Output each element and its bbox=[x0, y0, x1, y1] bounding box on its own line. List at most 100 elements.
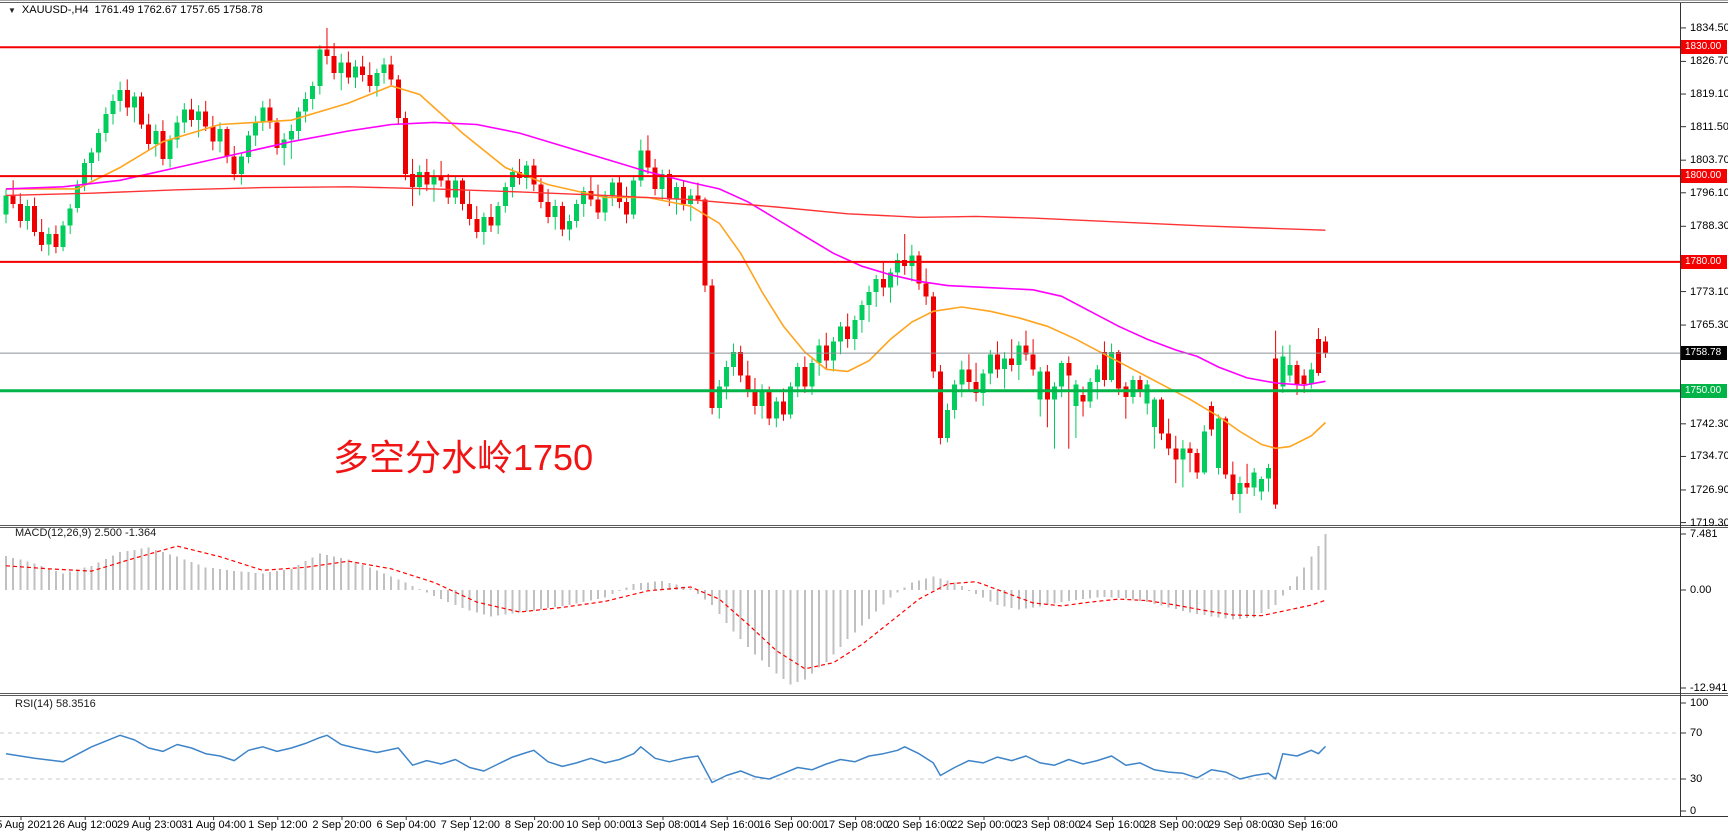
candle-bullish bbox=[374, 73, 380, 86]
candle-bullish bbox=[788, 386, 794, 415]
price-tick-label: 1742.30 bbox=[1690, 417, 1728, 430]
candle-bearish bbox=[1301, 375, 1307, 384]
time-tick-label: 16 Sep 00:00 bbox=[758, 819, 825, 831]
macd-histogram-bar bbox=[1153, 590, 1156, 604]
macd-histogram-bar bbox=[939, 578, 942, 590]
macd-histogram-bar bbox=[803, 590, 806, 680]
candle-bearish bbox=[645, 150, 651, 168]
macd-histogram-bar bbox=[646, 582, 649, 590]
time-tick-label: 24 Sep 16:00 bbox=[1079, 819, 1146, 831]
macd-histogram-bar bbox=[846, 590, 849, 640]
macd-histogram-bar bbox=[54, 570, 57, 590]
macd-histogram-bar bbox=[1124, 590, 1127, 599]
macd-histogram-bar bbox=[796, 590, 799, 682]
macd-histogram-bar bbox=[482, 590, 485, 615]
candle-bearish bbox=[937, 371, 943, 438]
macd-histogram-bar bbox=[711, 590, 714, 606]
macd-histogram-bar bbox=[1174, 590, 1177, 610]
macd-histogram-bar bbox=[875, 590, 878, 612]
macd-indicator-label: MACD(12,26,9) 2.500 -1.364 bbox=[15, 527, 157, 539]
macd-histogram-bar bbox=[696, 590, 699, 594]
candle-bullish bbox=[3, 195, 9, 215]
macd-histogram-bar bbox=[768, 590, 771, 667]
candle-bearish bbox=[802, 367, 808, 387]
macd-histogram-bar bbox=[1210, 590, 1213, 617]
candle-bullish bbox=[417, 171, 423, 187]
macd-histogram-bar bbox=[1160, 590, 1163, 606]
macd-histogram-bar bbox=[233, 571, 236, 590]
candle-bearish bbox=[1080, 395, 1086, 402]
candle-bullish bbox=[838, 326, 843, 342]
macd-histogram-bar bbox=[340, 558, 343, 590]
candle-bullish bbox=[1308, 369, 1314, 384]
macd-histogram-bar bbox=[918, 580, 920, 590]
macd-histogram-bar bbox=[361, 565, 364, 590]
candle-bullish bbox=[795, 367, 801, 387]
macd-histogram-bar bbox=[318, 553, 321, 590]
candle-bullish bbox=[246, 135, 251, 157]
macd-histogram-bar bbox=[197, 564, 200, 590]
candle-bearish bbox=[702, 199, 708, 286]
candle-bullish bbox=[1280, 356, 1286, 387]
candle-bullish bbox=[174, 122, 180, 140]
macd-histogram-bar bbox=[240, 571, 243, 590]
macd-histogram-bar bbox=[996, 590, 999, 606]
macd-histogram-bar bbox=[119, 552, 122, 590]
macd-histogram-bar bbox=[889, 590, 892, 598]
candle-bearish bbox=[652, 167, 658, 189]
macd-histogram-bar bbox=[932, 576, 935, 590]
candle-bearish bbox=[1159, 399, 1164, 434]
candle-bearish bbox=[1030, 354, 1036, 370]
macd-histogram-bar bbox=[1288, 586, 1291, 590]
macd-histogram-bar bbox=[903, 587, 906, 590]
rsi-tick-label: 30 bbox=[1690, 773, 1703, 785]
time-tick-label: 10 Sep 00:00 bbox=[566, 819, 632, 831]
candle-bearish bbox=[1223, 418, 1229, 475]
price-badge: 1750.00 bbox=[1681, 383, 1727, 398]
macd-histogram-bar bbox=[725, 590, 728, 623]
candle-bullish bbox=[89, 152, 95, 164]
macd-histogram-bar bbox=[40, 566, 43, 590]
time-tick-label: 29 Sep 08:00 bbox=[1208, 819, 1274, 831]
rsi-line bbox=[5, 734, 1327, 784]
symbol-dropdown-icon[interactable]: ▼ bbox=[8, 5, 16, 15]
macd-histogram-bar bbox=[475, 590, 478, 613]
macd-histogram-bar bbox=[1203, 590, 1206, 616]
macd-histogram-bar bbox=[989, 590, 992, 602]
macd-histogram-bar bbox=[161, 552, 164, 590]
ma-red bbox=[5, 186, 1326, 231]
text-annotation[interactable]: 多空分水岭1750 bbox=[333, 437, 594, 478]
macd-histogram-bar bbox=[1310, 556, 1313, 590]
macd-histogram-bar bbox=[789, 590, 792, 685]
candle-bearish bbox=[467, 204, 473, 219]
candle-bearish bbox=[531, 165, 537, 185]
macd-histogram-bar bbox=[76, 569, 79, 590]
candle-bullish bbox=[67, 208, 73, 226]
macd-histogram-bar bbox=[418, 589, 421, 590]
candle-bullish bbox=[1180, 448, 1186, 460]
candle-bearish bbox=[1230, 474, 1236, 494]
time-tick-label: 22 Sep 00:00 bbox=[951, 819, 1017, 831]
price-tick-label: 1726.90 bbox=[1690, 483, 1728, 496]
macd-histogram-bar bbox=[1246, 590, 1249, 618]
time-tick-label: 30 Sep 16:00 bbox=[1272, 819, 1338, 831]
macd-histogram-bar bbox=[204, 567, 207, 590]
candle-bullish bbox=[859, 304, 865, 320]
macd-histogram-bar bbox=[704, 590, 706, 600]
macd-histogram-bar bbox=[818, 590, 821, 668]
candle-bearish bbox=[32, 206, 37, 232]
macd-histogram-bar bbox=[618, 590, 621, 591]
macd-histogram-bar bbox=[283, 569, 286, 590]
candle-bullish bbox=[1237, 483, 1243, 494]
macd-histogram-bar bbox=[654, 581, 657, 590]
candle-bullish bbox=[495, 206, 501, 226]
macd-histogram-bar bbox=[176, 556, 179, 590]
macd-histogram-bar bbox=[169, 554, 172, 590]
candle-bearish bbox=[39, 231, 45, 245]
chart-title-symbol: XAUUSD-,H4 bbox=[21, 4, 89, 16]
candle-bearish bbox=[1166, 433, 1172, 449]
macd-histogram-bar bbox=[62, 573, 65, 590]
macd-histogram-bar bbox=[682, 586, 685, 590]
